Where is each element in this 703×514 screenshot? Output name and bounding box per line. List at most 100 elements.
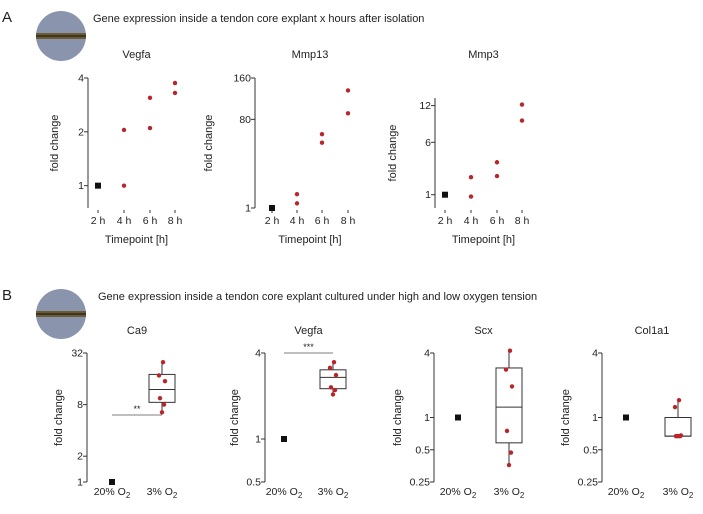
chart-title: Mmp3 [468, 49, 499, 61]
y-tick-label: 4 [424, 348, 430, 360]
panel-label-b: B [2, 287, 12, 304]
data-point [519, 118, 525, 123]
box [319, 369, 347, 390]
chart-title: Col1a1 [635, 325, 670, 337]
data-point [676, 398, 682, 403]
x-axis-label: Timepoint [h] [278, 234, 341, 246]
data-point [468, 175, 474, 180]
data-point [345, 111, 351, 116]
data-point [294, 201, 300, 206]
data-point [160, 359, 166, 365]
x-tick-label: 3% O2 [147, 486, 178, 500]
data-point [319, 131, 325, 137]
x-tick-label: 8 h [341, 215, 356, 227]
x-axis-label: Timepoint [h] [452, 234, 515, 246]
panel-b-caption: Gene expression inside a tendon core exp… [98, 291, 537, 303]
y-tick-label: 0.25 [410, 477, 431, 489]
panel-label-a: A [2, 9, 12, 26]
data-point [672, 404, 678, 410]
x-tick-label: 6 h [490, 215, 505, 227]
chart-title: Vegfa [294, 325, 323, 337]
data-point [508, 450, 514, 455]
control-point [455, 414, 461, 421]
y-tick-label: 1 [77, 477, 83, 489]
data-point [157, 396, 163, 401]
data-point [678, 433, 684, 438]
data-point [504, 428, 510, 434]
data-point [156, 373, 162, 378]
y-axis-label: fold change [392, 389, 404, 446]
chart-title: Vegfa [122, 49, 151, 61]
y-tick-label: 32 [71, 348, 83, 360]
x-tick-label: 4 h [464, 215, 479, 227]
y-tick-label: 1 [425, 189, 431, 201]
x-tick-label: 3% O2 [494, 486, 525, 500]
y-axis-label: fold change [203, 115, 215, 172]
data-point [121, 183, 127, 188]
y-axis-label: fold change [560, 389, 572, 446]
data-point [507, 348, 513, 353]
y-tick-label: 160 [233, 73, 251, 85]
data-point [673, 433, 679, 439]
chart-title: Scx [474, 325, 493, 337]
y-tick-label: 12 [419, 100, 431, 112]
data-point [506, 462, 512, 468]
data-point [147, 95, 153, 100]
x-tick-label: 8 h [168, 215, 183, 227]
data-point [159, 410, 165, 415]
data-point [332, 387, 338, 393]
data-point [331, 359, 337, 365]
x-tick-label: 4 h [117, 215, 132, 227]
data-point [162, 379, 168, 384]
x-tick-label: 4 h [290, 215, 305, 227]
y-tick-label: 80 [239, 114, 251, 126]
data-point [330, 392, 336, 397]
y-tick-label: 1 [592, 412, 598, 424]
x-tick-label: 20% O2 [608, 486, 645, 500]
tendon-explant-icon-b [36, 289, 86, 339]
x-tick-label: 2 h [265, 215, 280, 227]
data-point [468, 194, 474, 199]
data-point [327, 365, 333, 371]
chart-title: Mmp13 [292, 49, 329, 61]
y-tick-label: 4 [78, 73, 84, 85]
y-tick-label: 1 [78, 180, 84, 192]
significance-label: *** [303, 342, 314, 352]
x-tick-label: 3% O2 [318, 486, 349, 500]
x-tick-label: 2 h [438, 215, 453, 227]
y-tick-label: 0.25 [578, 477, 599, 489]
y-axis-label: fold change [53, 389, 65, 446]
panel-a-caption: Gene expression inside a tendon core exp… [93, 13, 424, 25]
data-point [503, 367, 509, 372]
y-tick-label: 1 [255, 434, 261, 446]
data-point [161, 402, 167, 407]
y-axis-label: fold change [49, 115, 61, 172]
y-axis-label: fold change [387, 125, 399, 182]
data-point [328, 385, 334, 390]
data-point [519, 102, 525, 107]
tendon-explant-icon-a [36, 11, 86, 61]
control-point [95, 182, 101, 189]
control-point [269, 205, 275, 211]
y-tick-label: 0.5 [583, 444, 598, 456]
control-point [442, 191, 448, 198]
chart-title: Ca9 [127, 325, 147, 337]
y-tick-label: 1 [424, 412, 430, 424]
y-tick-label: 0.5 [415, 444, 430, 456]
data-point [494, 160, 500, 165]
control-point [109, 479, 115, 485]
y-tick-label: 1 [245, 203, 251, 215]
y-tick-label: 2 [78, 126, 84, 138]
data-point [345, 88, 351, 93]
data-point [494, 173, 500, 179]
data-point [319, 140, 325, 145]
x-tick-label: 20% O2 [440, 486, 477, 500]
y-tick-label: 4 [592, 348, 598, 360]
x-tick-label: 20% O2 [266, 486, 303, 500]
data-point [294, 192, 300, 197]
x-tick-label: 6 h [143, 215, 158, 227]
x-axis-label: Timepoint [h] [105, 234, 168, 246]
y-tick-label: 6 [425, 137, 431, 149]
